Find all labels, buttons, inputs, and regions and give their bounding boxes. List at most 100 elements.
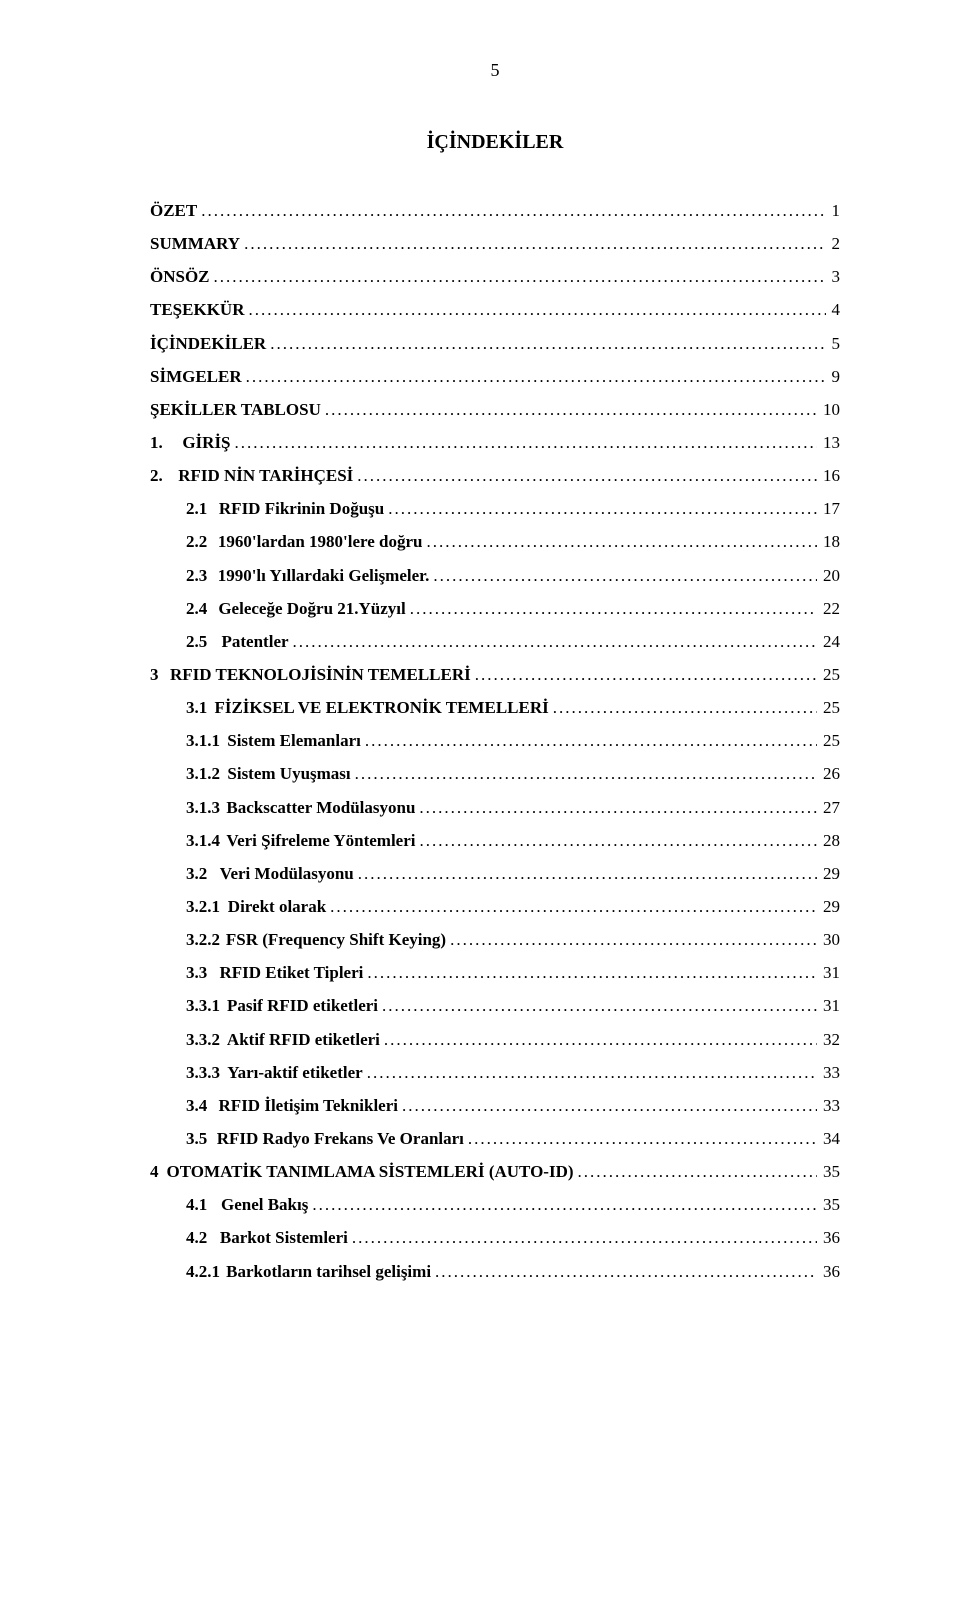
toc-entry: 4OTOMATİK TANIMLAMA SİSTEMLERİ (AUTO-ID)… [150,1155,840,1188]
toc-entry-label: Barkotların tarihsel gelişimi [226,1255,431,1288]
toc-entry-label: Genel Bakış [221,1188,308,1221]
toc-entry-prefix: 3.1.2 [186,757,220,790]
toc-entry-label: Veri Şifreleme Yöntemleri [226,824,415,857]
toc-entry-page: 13 [821,426,840,459]
toc-entry-prefix: 3.2 [186,857,207,890]
toc-entry: 3.1.4Veri Şifreleme Yöntemleri28 [150,824,840,857]
toc-entry: 3.2.1Direkt olarak29 [150,890,840,923]
toc-entry: 3.1.1Sistem Elemanları 25 [150,724,840,757]
toc-entry-label: FİZİKSEL VE ELEKTRONİK TEMELLERİ [214,691,548,724]
toc-entry-label: 1990'lı Yıllardaki Gelişmeler. [218,559,430,592]
toc-entry-leader [312,1188,817,1221]
toc-entry-label: ÖZET [150,194,197,227]
toc-entry-leader [410,592,817,625]
toc-entry-prefix: 3.5 [186,1122,207,1155]
toc-entry-prefix: 2. [150,459,163,492]
toc-entry-label: Pasif RFID etiketleri [227,989,378,1022]
toc-entry: 3.5RFID Radyo Frekans Ve Oranları34 [150,1122,840,1155]
toc-entry-prefix: 2.2 [186,525,207,558]
toc-entry-label: ÖNSÖZ [150,260,210,293]
toc-entry-leader [244,227,825,260]
toc-entry: ÖZET 1 [150,194,840,227]
toc-entry-label: OTOMATİK TANIMLAMA SİSTEMLERİ (AUTO-ID) [167,1155,574,1188]
toc-entry-label: Sistem Elemanları [227,724,361,757]
toc-entry-page: 5 [830,327,841,360]
toc-entry-leader [427,525,817,558]
toc-entry: ŞEKİLLER TABLOSU 10 [150,393,840,426]
toc-entry: İÇİNDEKİLER5 [150,327,840,360]
toc-entry: 3.1FİZİKSEL VE ELEKTRONİK TEMELLERİ25 [150,691,840,724]
toc-entry-leader [235,426,817,459]
toc-entry: 3.3.1Pasif RFID etiketleri31 [150,989,840,1022]
toc-entry-prefix: 2.5 [186,625,207,658]
toc-entry-leader [270,327,825,360]
toc-entry-leader [578,1155,817,1188]
toc-entry-prefix: 3.2.1 [186,890,220,923]
toc-title: İÇİNDEKİLER [150,131,840,154]
toc-entry-prefix: 2.4 [186,592,207,625]
toc-entry-prefix: 3.3 [186,956,207,989]
toc-entry-label: 1960'lardan 1980'lere doğru [218,525,423,558]
toc-entry: 2.5 Patentler 24 [150,625,840,658]
toc-entry-prefix: 2.3 [186,559,207,592]
toc-entry-leader [475,658,817,691]
toc-entry-label: ŞEKİLLER TABLOSU [150,393,321,426]
toc-entry-leader [352,1221,817,1254]
toc-entry-leader [367,956,817,989]
toc-entry-label: Aktif RFID etiketleri [227,1023,380,1056]
toc-entry-prefix: 3.3.2 [186,1023,220,1056]
toc-entry-page: 3 [830,260,841,293]
toc-entry-page: 25 [821,658,840,691]
toc-entry-label: RFID NİN TARİHÇESİ [178,459,353,492]
toc-entry-leader [435,1255,817,1288]
toc-entry-page: 10 [821,393,840,426]
toc-entry-prefix: 4.2 [186,1221,207,1254]
toc-entry-prefix: 3.1.1 [186,724,220,757]
toc-entry-prefix: 3.2.2 [186,923,220,956]
toc-entry-leader [402,1089,817,1122]
toc-entry-page: 33 [821,1056,840,1089]
toc-entry: 3.2 Veri Modülasyonu 29 [150,857,840,890]
toc-entry: 3.4RFID İletişim Teknikleri33 [150,1089,840,1122]
toc-entry-page: 18 [821,525,840,558]
toc-entry-leader [382,989,817,1022]
toc-entry: 2.3 1990'lı Yıllardaki Gelişmeler. 20 [150,559,840,592]
toc-entry-leader [357,459,817,492]
toc-entry-label: RFID İletişim Teknikleri [219,1089,398,1122]
toc-entry-prefix: 4 [150,1155,159,1188]
toc-entry-page: 25 [821,724,840,757]
toc-entry-label: SİMGELER [150,360,242,393]
toc-entry-page: 24 [821,625,840,658]
toc-entry-label: TEŞEKKÜR [150,293,244,326]
toc-entry-label: SUMMARY [150,227,240,260]
toc-entry-page: 4 [830,293,841,326]
toc-entry-leader [468,1122,817,1155]
toc-entry-page: 1 [830,194,841,227]
toc-entry-page: 20 [821,559,840,592]
toc-entry-prefix: 2.1 [186,492,207,525]
toc-entry-leader [248,293,825,326]
toc-entry-prefix: 3.4 [186,1089,207,1122]
toc-entry: 4.1Genel Bakış35 [150,1188,840,1221]
toc-entry-label: Veri Modülasyonu [220,857,354,890]
toc-entry-prefix: 1. [150,426,163,459]
toc-entry-page: 27 [821,791,840,824]
toc-entry-label: Yarı-aktif etiketler [227,1056,362,1089]
toc-entry-leader [365,724,817,757]
toc-entry-leader [419,791,817,824]
toc-entry-page: 29 [821,857,840,890]
toc-entry: TEŞEKKÜR 4 [150,293,840,326]
toc-entry-leader [367,1056,817,1089]
toc-entry-page: 35 [821,1155,840,1188]
toc-entry-page: 26 [821,757,840,790]
toc-entry-page: 28 [821,824,840,857]
toc-entry-label: Sistem Uyuşması [227,757,350,790]
toc-entry-label: Geleceğe Doğru 21.Yüzyıl [218,592,405,625]
toc-entry-label: Patentler [222,625,289,658]
toc-entry: ÖNSÖZ 3 [150,260,840,293]
page-number: 5 [150,60,840,81]
toc-entry: 4.2.1Barkotların tarihsel gelişimi36 [150,1255,840,1288]
toc-entry: SUMMARY2 [150,227,840,260]
toc-entry: 4.2Barkot Sistemleri36 [150,1221,840,1254]
toc-entry-page: 31 [821,956,840,989]
